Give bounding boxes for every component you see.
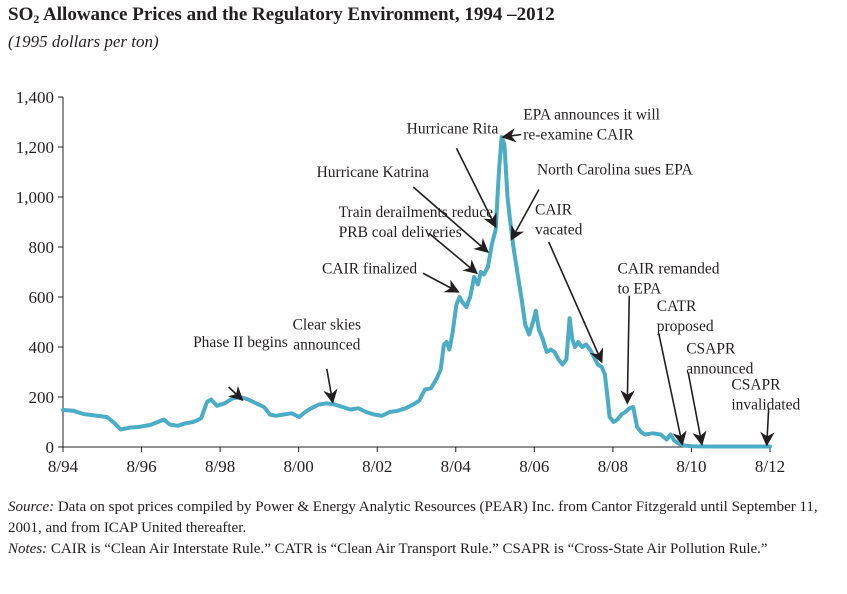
annotation-label: CAIR finalized	[322, 260, 417, 277]
y-tick-label: 800	[29, 238, 55, 257]
annotation-label: announced	[293, 337, 360, 354]
y-tick-label: 1,400	[16, 88, 54, 107]
annotation-arrow	[228, 385, 244, 401]
source-notes: Source: Data on spot prices compiled by …	[8, 497, 840, 560]
annotation-label: CAIR	[535, 202, 573, 219]
y-tick-label: 600	[29, 288, 55, 307]
price-series-line	[61, 135, 772, 449]
annotation-label: EPA announces it will	[523, 107, 660, 124]
annotation-label: CSAPR	[731, 377, 781, 394]
annotation-arrow	[548, 241, 604, 364]
annotation-label: invalidated	[731, 397, 800, 414]
source-line: Source: Data on spot prices compiled by …	[8, 497, 840, 539]
title-prefix: SO	[8, 4, 34, 25]
annotation-arrow	[760, 408, 775, 447]
annotation-arrow	[428, 232, 478, 275]
annotation-label: CAIR remanded	[617, 260, 719, 277]
annotation: Clear skies announced	[293, 317, 361, 404]
annotation: EPA announces it will re-examine CAIR	[501, 107, 660, 144]
annotation-label: CATR	[657, 298, 697, 315]
x-tick-label: 8/02	[362, 457, 392, 476]
x-tick-label: 8/00	[284, 457, 314, 476]
y-tick-label: 1,200	[16, 138, 54, 157]
x-tick-label: 8/12	[755, 457, 785, 476]
x-tick-label: 8/98	[205, 457, 235, 476]
annotation-arrow	[412, 186, 489, 253]
annotation-arrow	[323, 368, 338, 404]
annotation-arrow	[657, 333, 687, 446]
annotation: Hurricane Rita	[407, 120, 499, 229]
annotation-arrow	[455, 147, 497, 229]
annotation-label: Hurricane Katrina	[317, 164, 429, 181]
annotation-label: Train derailments reduce	[339, 204, 493, 221]
y-tick-label: 0	[46, 438, 55, 457]
annotation-arrow	[687, 372, 707, 446]
price-chart: 0 200 400 600 800 1,000 1,200 1,400 8/94 8/96 8/98…	[16, 88, 801, 476]
annotation-label: re-examine CAIR	[523, 127, 634, 144]
annotation-label: Hurricane Rita	[407, 120, 499, 137]
x-tick-label: 8/04	[441, 457, 472, 476]
annotation: CATR proposed	[657, 298, 714, 446]
annotation-label: PRB coal deliveries	[339, 224, 462, 241]
annotation: CAIR remanded to EPA	[617, 260, 720, 405]
notes-label: Notes:	[8, 541, 48, 557]
title-subscript: 2	[33, 12, 40, 26]
y-tick-label: 400	[29, 338, 55, 357]
annotation-label: Phase II begins	[193, 334, 288, 351]
chart-title: SO2 Allowance Prices and the Regulatory …	[8, 4, 555, 26]
x-tick-label: 8/10	[676, 457, 706, 476]
annotation: CSAPR invalidated	[731, 377, 801, 447]
source-label: Source:	[8, 499, 55, 515]
x-tick-label: 8/96	[126, 457, 156, 476]
x-tick-label: 8/08	[598, 457, 628, 476]
annotation: CAIR finalized	[322, 260, 460, 293]
annotation: CSAPR announced	[686, 340, 754, 446]
annotation: Train derailments reduce PRB coal deliver…	[339, 204, 493, 275]
annotation-label: announced	[686, 360, 753, 377]
notes-line: Notes: CAIR is “Clean Air Interstate Rul…	[8, 539, 840, 560]
axes: 0 200 400 600 800 1,000 1,200 1,400 8/94 8/96 8/98…	[16, 88, 785, 476]
annotation-arrow	[501, 128, 522, 143]
annotation-label: CSAPR	[686, 340, 736, 357]
x-tick-label: 8/06	[519, 457, 549, 476]
annotation-arrow	[422, 272, 460, 293]
title-rest: Allowance Prices and the Regulatory Envi…	[39, 4, 555, 25]
series-group	[61, 135, 772, 449]
annotation-label: proposed	[657, 318, 714, 335]
annotation: North Carolina sues EPA	[510, 162, 694, 241]
annotation: Hurricane Katrina	[317, 164, 489, 253]
annotation-arrow	[620, 295, 635, 405]
annotation: Phase II begins	[193, 334, 288, 401]
x-tick-label: 8/94	[48, 457, 79, 476]
annotation-arrow	[510, 189, 540, 241]
source-text: Data on spot prices compiled by Power & …	[8, 499, 818, 536]
annotation-label: North Carolina sues EPA	[537, 162, 694, 179]
annotation-label: Clear skies	[293, 317, 361, 334]
y-tick-label: 1,000	[16, 188, 54, 207]
annotation-label: to EPA	[617, 280, 662, 297]
annotation: CAIR vacated	[535, 202, 604, 364]
annotation-label: vacated	[535, 222, 583, 239]
notes-text: CAIR is “Clean Air Interstate Rule.” CAT…	[47, 541, 768, 557]
y-tick-label: 200	[29, 388, 55, 407]
chart-subtitle: (1995 dollars per ton)	[8, 32, 159, 51]
